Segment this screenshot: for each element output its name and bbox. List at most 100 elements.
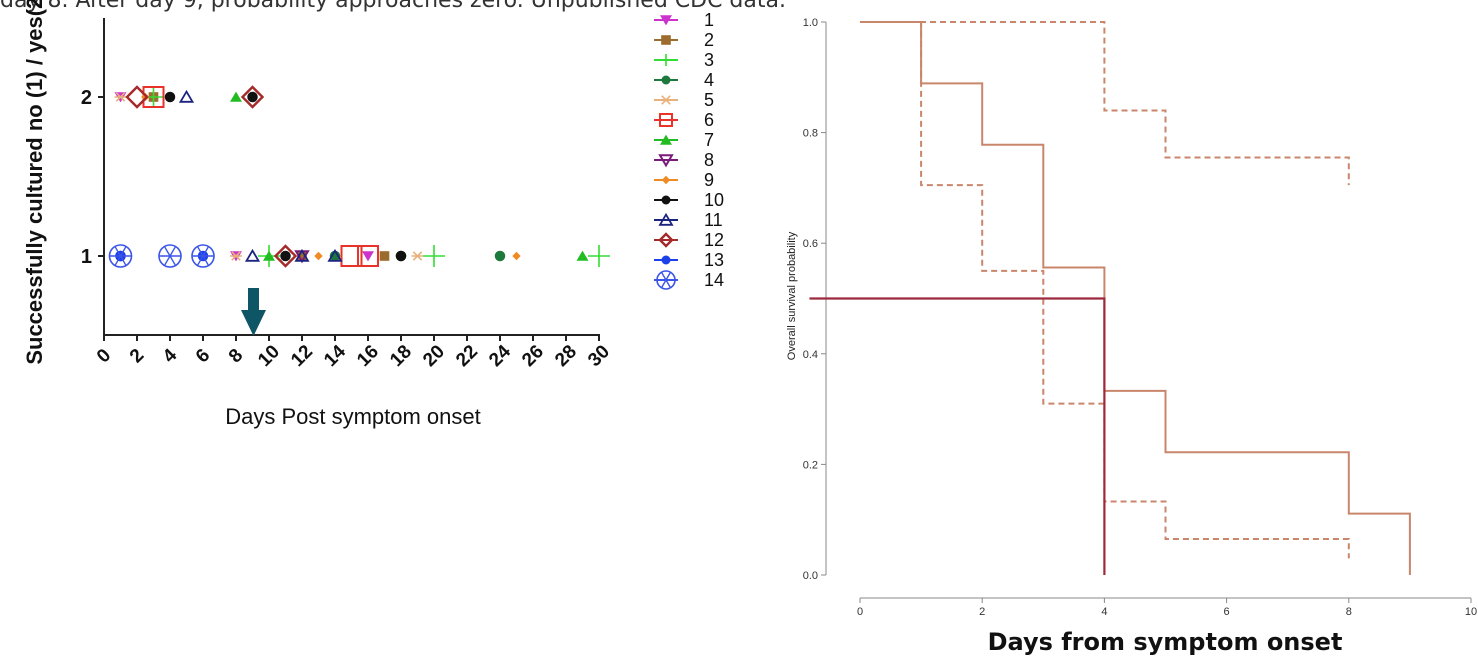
- scatter-x-tick-label: 8: [225, 345, 247, 367]
- scatter-point: [395, 250, 407, 262]
- survival-x-tick-label: 8: [1346, 606, 1352, 618]
- survival-x-tick-label: 6: [1224, 606, 1230, 618]
- scatter-x-tick-label: 16: [353, 341, 383, 371]
- scatter-x-tick-label: 2: [126, 345, 148, 367]
- legend-marker: [658, 212, 674, 226]
- legend-label: 5: [704, 90, 714, 110]
- scatter-point: [280, 250, 291, 262]
- scatter-x-axis-label: Days Post symptom onset: [225, 404, 481, 429]
- legend-marker: [661, 255, 671, 265]
- legend-marker: [660, 95, 672, 105]
- scatter-x-tick-label: 30: [584, 341, 614, 371]
- legend-label: 11: [704, 210, 723, 230]
- figure-caption: day 8. After day 9, probability approach…: [0, 0, 786, 13]
- scatter-x-tick-label: 10: [254, 341, 284, 371]
- legend-marker: [660, 54, 672, 66]
- survival-y-tick-label: 0.8: [803, 128, 818, 140]
- scatter-point: [273, 244, 298, 268]
- survival-curve-chart: 0.0 0.2 0.4 0.6 0.8 1.0 0 2 4 6 8 10 Overall surviv…: [786, 17, 1477, 656]
- scatter-point: [379, 251, 390, 261]
- legend-label: 10: [704, 190, 724, 210]
- legend-label: 7: [704, 130, 714, 150]
- scatter-point: [141, 92, 150, 102]
- scatter-point: [244, 248, 261, 262]
- survival-y-axis-label: Overall survival probability: [786, 231, 798, 360]
- scatter-x-tick-label: 0: [93, 345, 115, 367]
- survival-x-tick-label: 4: [1101, 606, 1107, 618]
- scatter-axes: 120 2 4 6 8 10 12 14 16 18 20 22 24 26 28 30: [81, 18, 614, 371]
- scatter-x-tick-label: 18: [386, 341, 416, 371]
- scatter-point: [178, 89, 195, 103]
- legend-marker: [660, 134, 672, 145]
- scatter-y-tick-label: 2: [81, 87, 92, 109]
- scatter-point: [230, 91, 242, 102]
- legend-label: 8: [704, 150, 714, 170]
- legend-marker: [658, 154, 674, 168]
- survival-x-tick-label: 0: [857, 606, 863, 618]
- survival-y-tick-label: 0.0: [803, 570, 818, 582]
- survival-x-tick-label: 2: [979, 606, 985, 618]
- scatter-x-tick-label: 20: [419, 341, 449, 371]
- legend-label: 4: [704, 70, 714, 90]
- scatter-point: [263, 250, 275, 261]
- legend-marker: [661, 75, 671, 85]
- legend-label: 2: [704, 30, 714, 50]
- scatter-x-tick-label: 14: [320, 341, 350, 371]
- scatter-x-tick-label: 28: [551, 341, 581, 371]
- legend-label: 3: [704, 50, 714, 70]
- scatter-x-tick-label: 4: [159, 345, 182, 368]
- legend-label: 14: [704, 270, 724, 290]
- scatter-y-tick-label: 1: [81, 246, 92, 268]
- survival-y-tick-label: 0.4: [803, 349, 818, 361]
- scatter-points: [108, 85, 610, 268]
- survival-lines: [809, 21, 1411, 575]
- culture-scatter-chart: 120 2 4 6 8 10 12 14 16 18 20 22 24 26 28 30 1234567891…: [22, 0, 724, 429]
- scatter-x-tick-label: 6: [192, 345, 214, 367]
- scatter-point: [164, 91, 176, 103]
- legend-marker: [660, 15, 672, 26]
- legend-label: 13: [704, 250, 724, 270]
- survival-y-tick-label: 0.2: [803, 459, 818, 471]
- scatter-point: [240, 85, 265, 109]
- legend-marker: [661, 195, 671, 205]
- scatter-point: [192, 246, 214, 266]
- scatter-x-tick-label: 12: [287, 341, 317, 371]
- survival-step-line: [860, 21, 1411, 575]
- scatter-point: [512, 251, 521, 261]
- scatter-point: [327, 248, 343, 262]
- scatter-point: [362, 251, 374, 262]
- scatter-y-axis-label: Successfully cultured no (1) / yes(2): [22, 0, 47, 365]
- scatter-x-tick-label: 26: [518, 341, 548, 371]
- survival-y-tick-label: 1.0: [803, 17, 818, 29]
- confidence-band-line: [860, 21, 1350, 186]
- scatter-point: [230, 251, 242, 261]
- scatter-point: [494, 250, 506, 262]
- scatter-point: [109, 246, 132, 266]
- survival-y-tick-label: 0.6: [803, 238, 818, 250]
- legend-marker: [659, 113, 673, 127]
- scatter-point: [125, 85, 149, 109]
- legend-label: 12: [704, 230, 724, 250]
- scatter-x-tick-label: 24: [485, 341, 515, 371]
- scatter-point: [247, 91, 258, 103]
- scatter-point: [294, 248, 310, 262]
- scatter-point: [357, 245, 379, 267]
- legend-marker: [661, 35, 671, 45]
- scatter-x-tick-label: 22: [452, 341, 482, 371]
- median-line: [809, 297, 1106, 575]
- scatter-point: [159, 246, 181, 266]
- legend-marker: [658, 232, 674, 248]
- day-9-arrow: [241, 288, 266, 336]
- scatter-point: [423, 245, 445, 267]
- scatter-point: [297, 251, 307, 261]
- legend-marker: [661, 175, 671, 185]
- survival-axes: 0.0 0.2 0.4 0.6 0.8 1.0 0 2 4 6 8 10: [803, 17, 1477, 618]
- scatter-point: [411, 251, 424, 261]
- survival-x-tick-label: 10: [1465, 606, 1477, 618]
- legend-label: 6: [704, 110, 714, 130]
- legend-label: 9: [704, 170, 714, 190]
- survival-x-axis-label: Days from symptom onset: [988, 628, 1343, 656]
- scatter-point: [588, 245, 610, 267]
- confidence-band-line: [860, 21, 1350, 559]
